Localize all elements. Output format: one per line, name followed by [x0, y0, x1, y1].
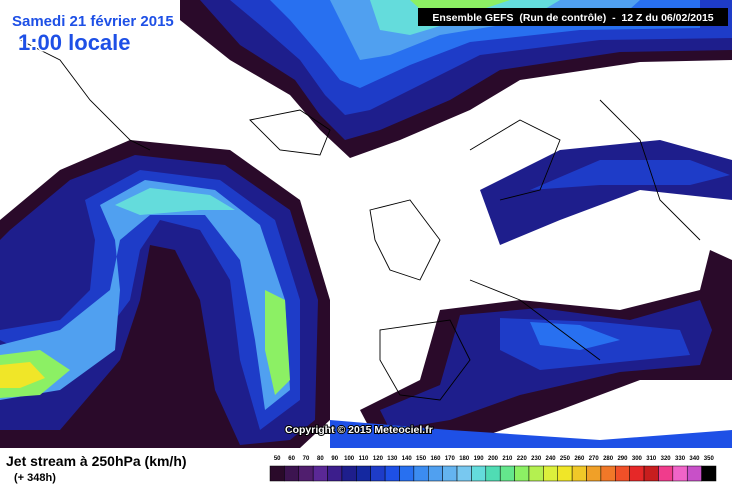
copyright: Copyright © 2015 Meteociel.fr	[285, 424, 433, 436]
scale-label: 70	[303, 456, 310, 462]
scale-swatch	[629, 465, 645, 482]
scale-label: 230	[531, 456, 542, 462]
jet-stream	[0, 0, 732, 448]
scale-swatch	[528, 465, 544, 482]
scale-label: 80	[317, 456, 324, 462]
scale-label: 200	[488, 456, 499, 462]
scale-label: 150	[416, 456, 427, 462]
scale-swatch	[485, 465, 501, 482]
scale-label: 90	[331, 456, 338, 462]
scale-label: 280	[603, 456, 614, 462]
scale-label: 240	[546, 456, 557, 462]
scale-swatch	[557, 465, 573, 482]
lead-time: (+ 348h)	[14, 472, 56, 484]
scale-swatch	[499, 465, 515, 482]
scale-swatch	[600, 465, 616, 482]
scale-label: 50	[274, 456, 281, 462]
scale-swatch	[543, 465, 558, 482]
scale-swatch	[284, 465, 300, 482]
scale-swatch	[456, 465, 472, 482]
time-label: 1:00 locale	[18, 30, 131, 55]
scale-label: 170	[445, 456, 456, 462]
scale-label: 350	[704, 456, 715, 462]
scale-swatch	[399, 465, 415, 482]
scale-swatch	[428, 465, 443, 482]
scale-swatch	[327, 465, 343, 482]
scale-label: 140	[402, 456, 413, 462]
scale-swatch	[312, 465, 328, 482]
scale-label: 320	[661, 456, 672, 462]
scale-label: 130	[387, 456, 398, 462]
scale-swatch	[672, 465, 688, 482]
scale-swatch	[701, 465, 717, 482]
scale-swatch	[370, 465, 386, 482]
color-bar: 50 60 70 80 90 100 110 120 130 140 150 160 170 180 190…	[269, 456, 717, 482]
scale-label: 290	[617, 456, 628, 462]
scale-label: 110	[359, 456, 369, 462]
scale-label: 60	[288, 456, 295, 462]
run-label: Ensemble GEFS (Run de contrôle) - 12 Z d…	[432, 12, 713, 24]
scale-label: 160	[430, 456, 441, 462]
scale-label: 180	[459, 456, 470, 462]
scale-label: 310	[646, 456, 657, 462]
coastlines	[19, 39, 701, 401]
scale-swatch	[413, 465, 429, 482]
scale-label: 260	[574, 456, 585, 462]
date-label: Samedi 21 février 2015	[12, 13, 174, 30]
scale-swatch	[356, 465, 371, 482]
scale-label: 220	[517, 456, 528, 462]
scale-label: 270	[589, 456, 600, 462]
scale-label: 190	[474, 456, 485, 462]
scale-swatch	[686, 465, 702, 482]
scale-swatch	[341, 465, 357, 482]
scale-label: 210	[502, 456, 513, 462]
scale-swatch	[658, 465, 674, 482]
scale-swatch	[384, 465, 400, 482]
scale-swatch	[298, 465, 314, 482]
scale-swatch	[615, 465, 630, 482]
scale-swatch	[442, 465, 458, 482]
scale-label: 300	[632, 456, 643, 462]
legend-title: Jet stream à 250hPa (km/h)	[6, 453, 187, 469]
scale-label: 100	[344, 456, 355, 462]
scale-label: 340	[689, 456, 700, 462]
scale-swatch	[643, 465, 659, 482]
scale-swatch	[514, 465, 530, 482]
scale-swatch	[471, 465, 487, 482]
scale-swatch	[571, 465, 587, 482]
scale-swatch	[269, 465, 285, 482]
scale-swatch	[586, 465, 602, 482]
scale-label: 330	[675, 456, 686, 462]
scale-label: 120	[373, 456, 384, 462]
run-box	[418, 8, 728, 26]
scale-label: 250	[560, 456, 571, 462]
